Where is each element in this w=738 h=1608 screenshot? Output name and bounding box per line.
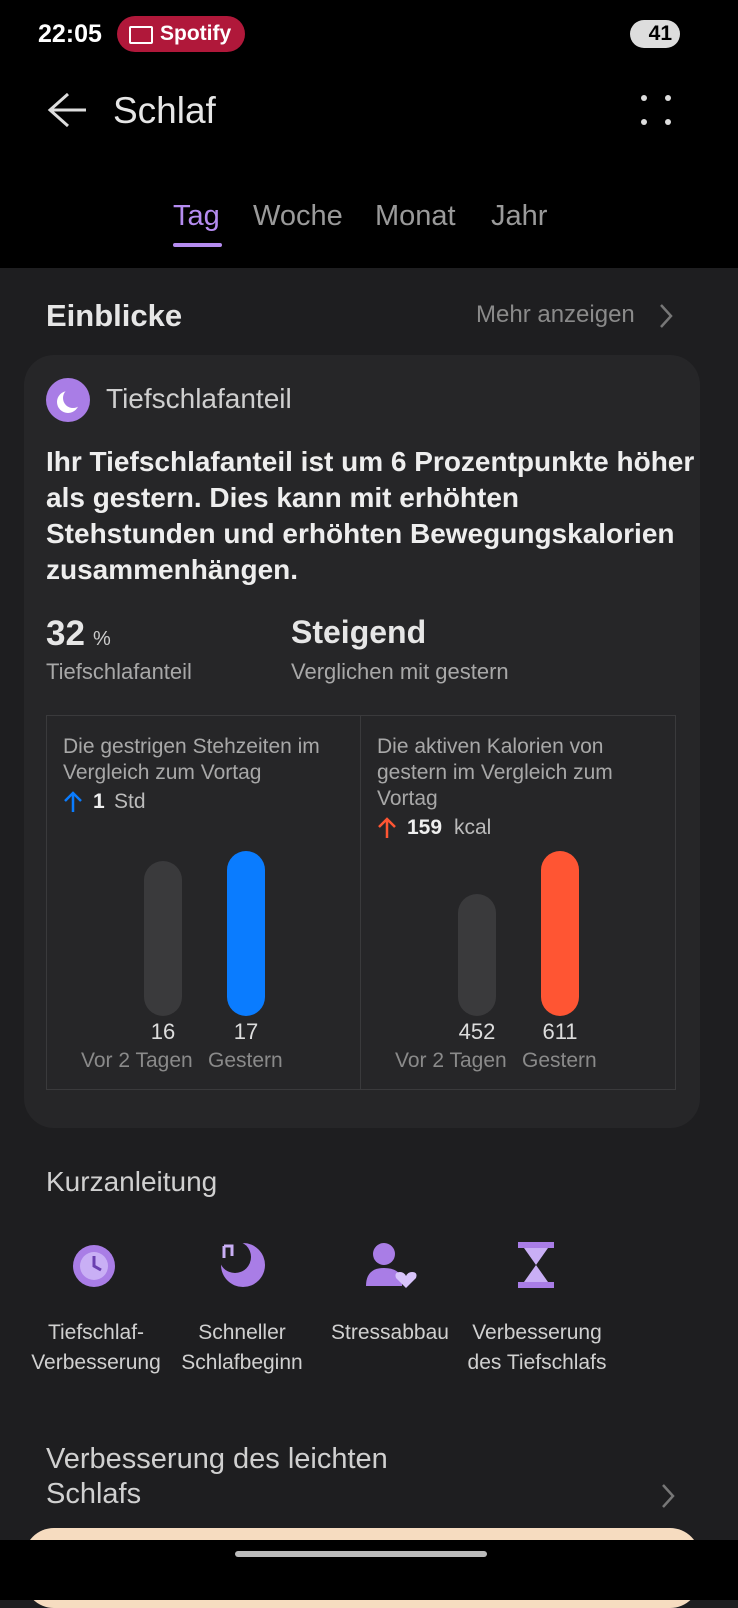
tab[interactable]: Tag xyxy=(173,200,220,232)
app-icon xyxy=(129,26,153,44)
guide-icon xyxy=(219,1241,265,1287)
change-unit: kcal xyxy=(454,816,492,839)
app-pill[interactable] xyxy=(117,16,245,52)
tab[interactable]: Jahr xyxy=(491,200,548,232)
battery: 41 xyxy=(630,20,680,48)
guide-item[interactable]: Stressabbau xyxy=(331,1321,449,1344)
metric-label: Verglichen mit gestern xyxy=(291,659,509,684)
comparison-panel: Die aktiven Kalorien von gestern im Verg… xyxy=(361,715,676,1090)
insight-card xyxy=(24,355,700,1128)
metric-value: 32 xyxy=(46,614,85,653)
guide-item[interactable]: Verbesserung des Tiefschlafs xyxy=(467,1321,607,1374)
bar xyxy=(227,851,265,1016)
change-value: 159 xyxy=(407,816,443,839)
panel-title: Die aktiven Kalorien von gestern im Verg… xyxy=(377,735,613,810)
insights-title: Einblicke xyxy=(46,298,183,333)
bar-value: 17 xyxy=(233,1019,259,1044)
page-title: Schlaf xyxy=(113,90,216,131)
home-indicator[interactable] xyxy=(235,1551,487,1557)
change-unit: Std xyxy=(114,790,146,813)
bar xyxy=(458,893,496,1016)
time: 22:05 xyxy=(38,20,102,48)
metric-value: Steigend xyxy=(291,614,427,650)
guide-icon xyxy=(73,1245,115,1287)
bar-label: Vor 2 Tagen xyxy=(395,1049,507,1072)
up-arrow xyxy=(378,817,396,838)
card-text: Ihr Tiefschlafanteil ist um 6 Prozentpun… xyxy=(46,446,695,585)
sleep-icon xyxy=(46,378,90,422)
card-title: Tiefschlafanteil xyxy=(106,383,292,414)
bar xyxy=(144,860,182,1016)
app-name: Spotify xyxy=(160,22,232,45)
panel-title: Die gestrigen Stehzeiten im Vergleich zu… xyxy=(63,735,320,784)
bar-value: 16 xyxy=(150,1019,176,1044)
more-link[interactable]: Mehr anzeigen xyxy=(476,301,635,328)
chevron xyxy=(660,304,673,328)
chevron xyxy=(662,1484,675,1508)
change-value: 1 xyxy=(93,790,105,813)
back-button[interactable] xyxy=(46,90,90,130)
bar xyxy=(541,851,579,1016)
up-arrow xyxy=(64,791,82,812)
guide-title: Kurzanleitung xyxy=(46,1166,218,1197)
tab[interactable]: Monat xyxy=(375,200,456,232)
guide-item[interactable]: Tiefschlaf-Verbesserung xyxy=(31,1321,161,1374)
menu-button[interactable] xyxy=(636,92,676,128)
top-bar xyxy=(0,0,738,268)
guide-item[interactable]: Schneller Schlafbeginn xyxy=(181,1321,303,1374)
bar-label: Gestern xyxy=(208,1049,283,1072)
bar-value: 611 xyxy=(542,1019,578,1044)
nav-bar xyxy=(0,1540,738,1600)
metric-label: Tiefschlafanteil xyxy=(46,659,192,684)
section-title[interactable]: Verbesserung des leichten Schlafs xyxy=(46,1443,388,1510)
guide-icon xyxy=(366,1243,417,1288)
tab[interactable]: Woche xyxy=(253,200,343,232)
guide-icon xyxy=(518,1242,554,1288)
comparison-panel: Die gestrigen Stehzeiten im Vergleich zu… xyxy=(46,715,361,1090)
bar-label: Vor 2 Tagen xyxy=(81,1049,193,1072)
tab-indicator xyxy=(173,243,222,247)
bar-value: 452 xyxy=(458,1019,496,1044)
bar-label: Gestern xyxy=(522,1049,597,1072)
metric-unit: % xyxy=(93,628,111,650)
